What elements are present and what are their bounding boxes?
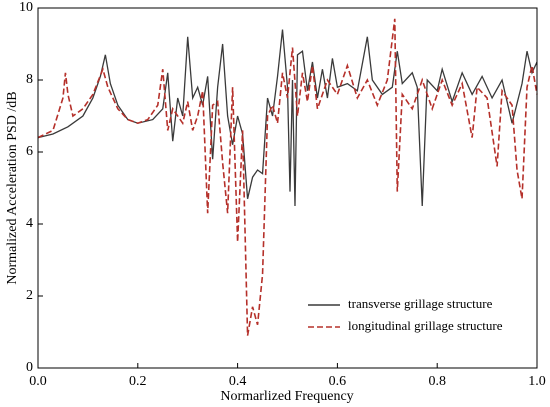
y-axis-label: Normalized Acceleration PSD /dB <box>5 91 20 284</box>
x-tick-label: 1.0 <box>528 374 546 389</box>
y-tick-label: 0 <box>26 360 33 375</box>
legend-label: longitudinal grillage structure <box>348 318 503 333</box>
series-line <box>37 18 538 336</box>
y-tick-label: 4 <box>26 216 33 231</box>
x-axis-label: Normarlized Frequency <box>220 389 353 404</box>
y-tick-label: 10 <box>19 0 33 15</box>
series-line <box>37 29 538 207</box>
y-tick-label: 6 <box>26 144 33 159</box>
x-tick-label: 0.8 <box>428 374 446 389</box>
y-tick-label: 2 <box>26 288 33 303</box>
x-tick-label: 0.4 <box>229 374 247 389</box>
y-tick-label: 8 <box>26 72 33 87</box>
x-tick-label: 0.2 <box>129 374 147 389</box>
plot-frame <box>37 7 538 369</box>
x-tick-label: 0.6 <box>329 374 347 389</box>
legend-label: transverse grillage structure <box>348 296 493 311</box>
x-tick-label: 0.0 <box>29 374 47 389</box>
